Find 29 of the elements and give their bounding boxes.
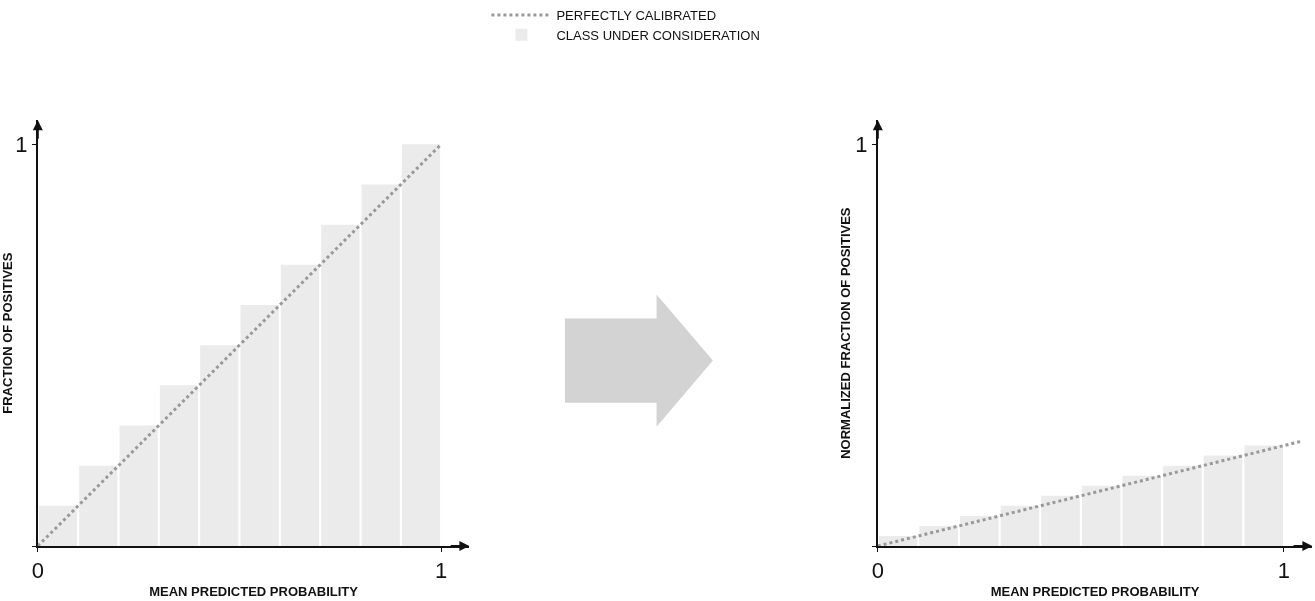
y-axis-title: NORMALIZED FRACTION OF POSITIVES [837,207,853,459]
bar [1000,505,1040,547]
y-axis-title: FRACTION OF POSITIVES [0,252,15,414]
bar [38,505,78,547]
bar [1203,455,1243,547]
x-axis-title: MEAN PREDICTED PROBABILITY [149,583,359,599]
bar [1244,445,1283,547]
x-tick-label: 0 [31,558,44,584]
bar [240,304,279,547]
bar [960,515,999,547]
x-tick-label: 1 [435,558,448,584]
bar [280,264,320,547]
x-tick-label: 0 [871,558,884,584]
bar [159,385,199,547]
bar [1163,465,1202,547]
bar [919,525,959,547]
legend-label: CLASS UNDER CONSIDERATION [556,27,760,43]
bar [1122,475,1162,547]
bar [361,184,400,547]
bar [1041,495,1080,547]
bar [200,345,239,547]
bar [1081,485,1121,547]
bar [321,224,360,547]
bar [119,425,158,547]
x-axis-title: MEAN PREDICTED PROBABILITY [990,583,1200,599]
x-tick-label: 1 [1277,558,1291,584]
legend-label: PERFECTLY CALIBRATED [556,8,717,24]
bar [401,144,441,547]
bar [79,465,118,547]
